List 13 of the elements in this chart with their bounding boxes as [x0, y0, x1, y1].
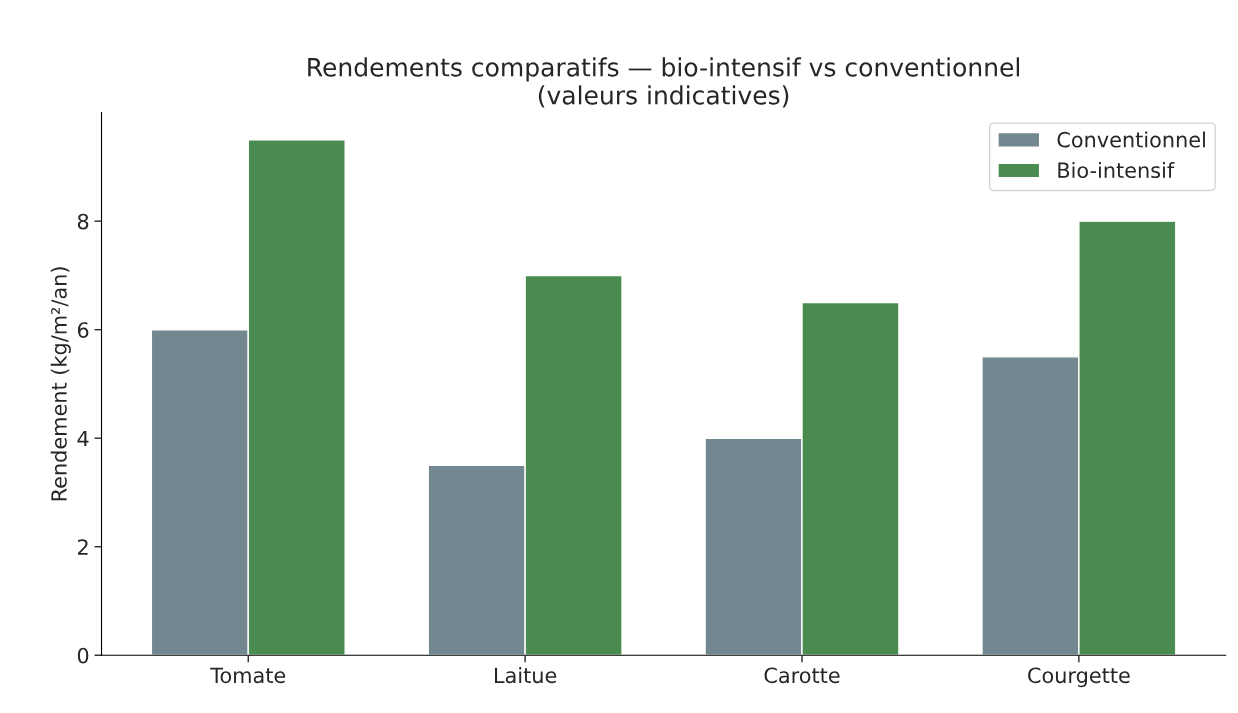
y-tick-label: 2	[77, 539, 88, 555]
y-tick-label: 8	[77, 213, 89, 230]
y-tick-label: 6	[77, 322, 89, 338]
legend-label: Bio-intensif	[1058, 161, 1175, 179]
legend-label: Conventionnel	[1057, 131, 1205, 148]
x-tick-label: Laitue	[495, 667, 557, 684]
chart-title: Rendements comparatifs — bio-intensif vs conventionnel (valeurs indicatives)	[308, 57, 1020, 108]
y-tick-label: 0	[77, 647, 89, 664]
y-axis-title: Rendement (kg/m²/an)	[50, 267, 71, 501]
x-tick-label: Tomate	[210, 667, 286, 684]
x-tick-label: Courgette	[1028, 667, 1130, 688]
x-tick-label: Carotte	[764, 667, 840, 684]
y-tick-label: 4	[77, 430, 89, 447]
